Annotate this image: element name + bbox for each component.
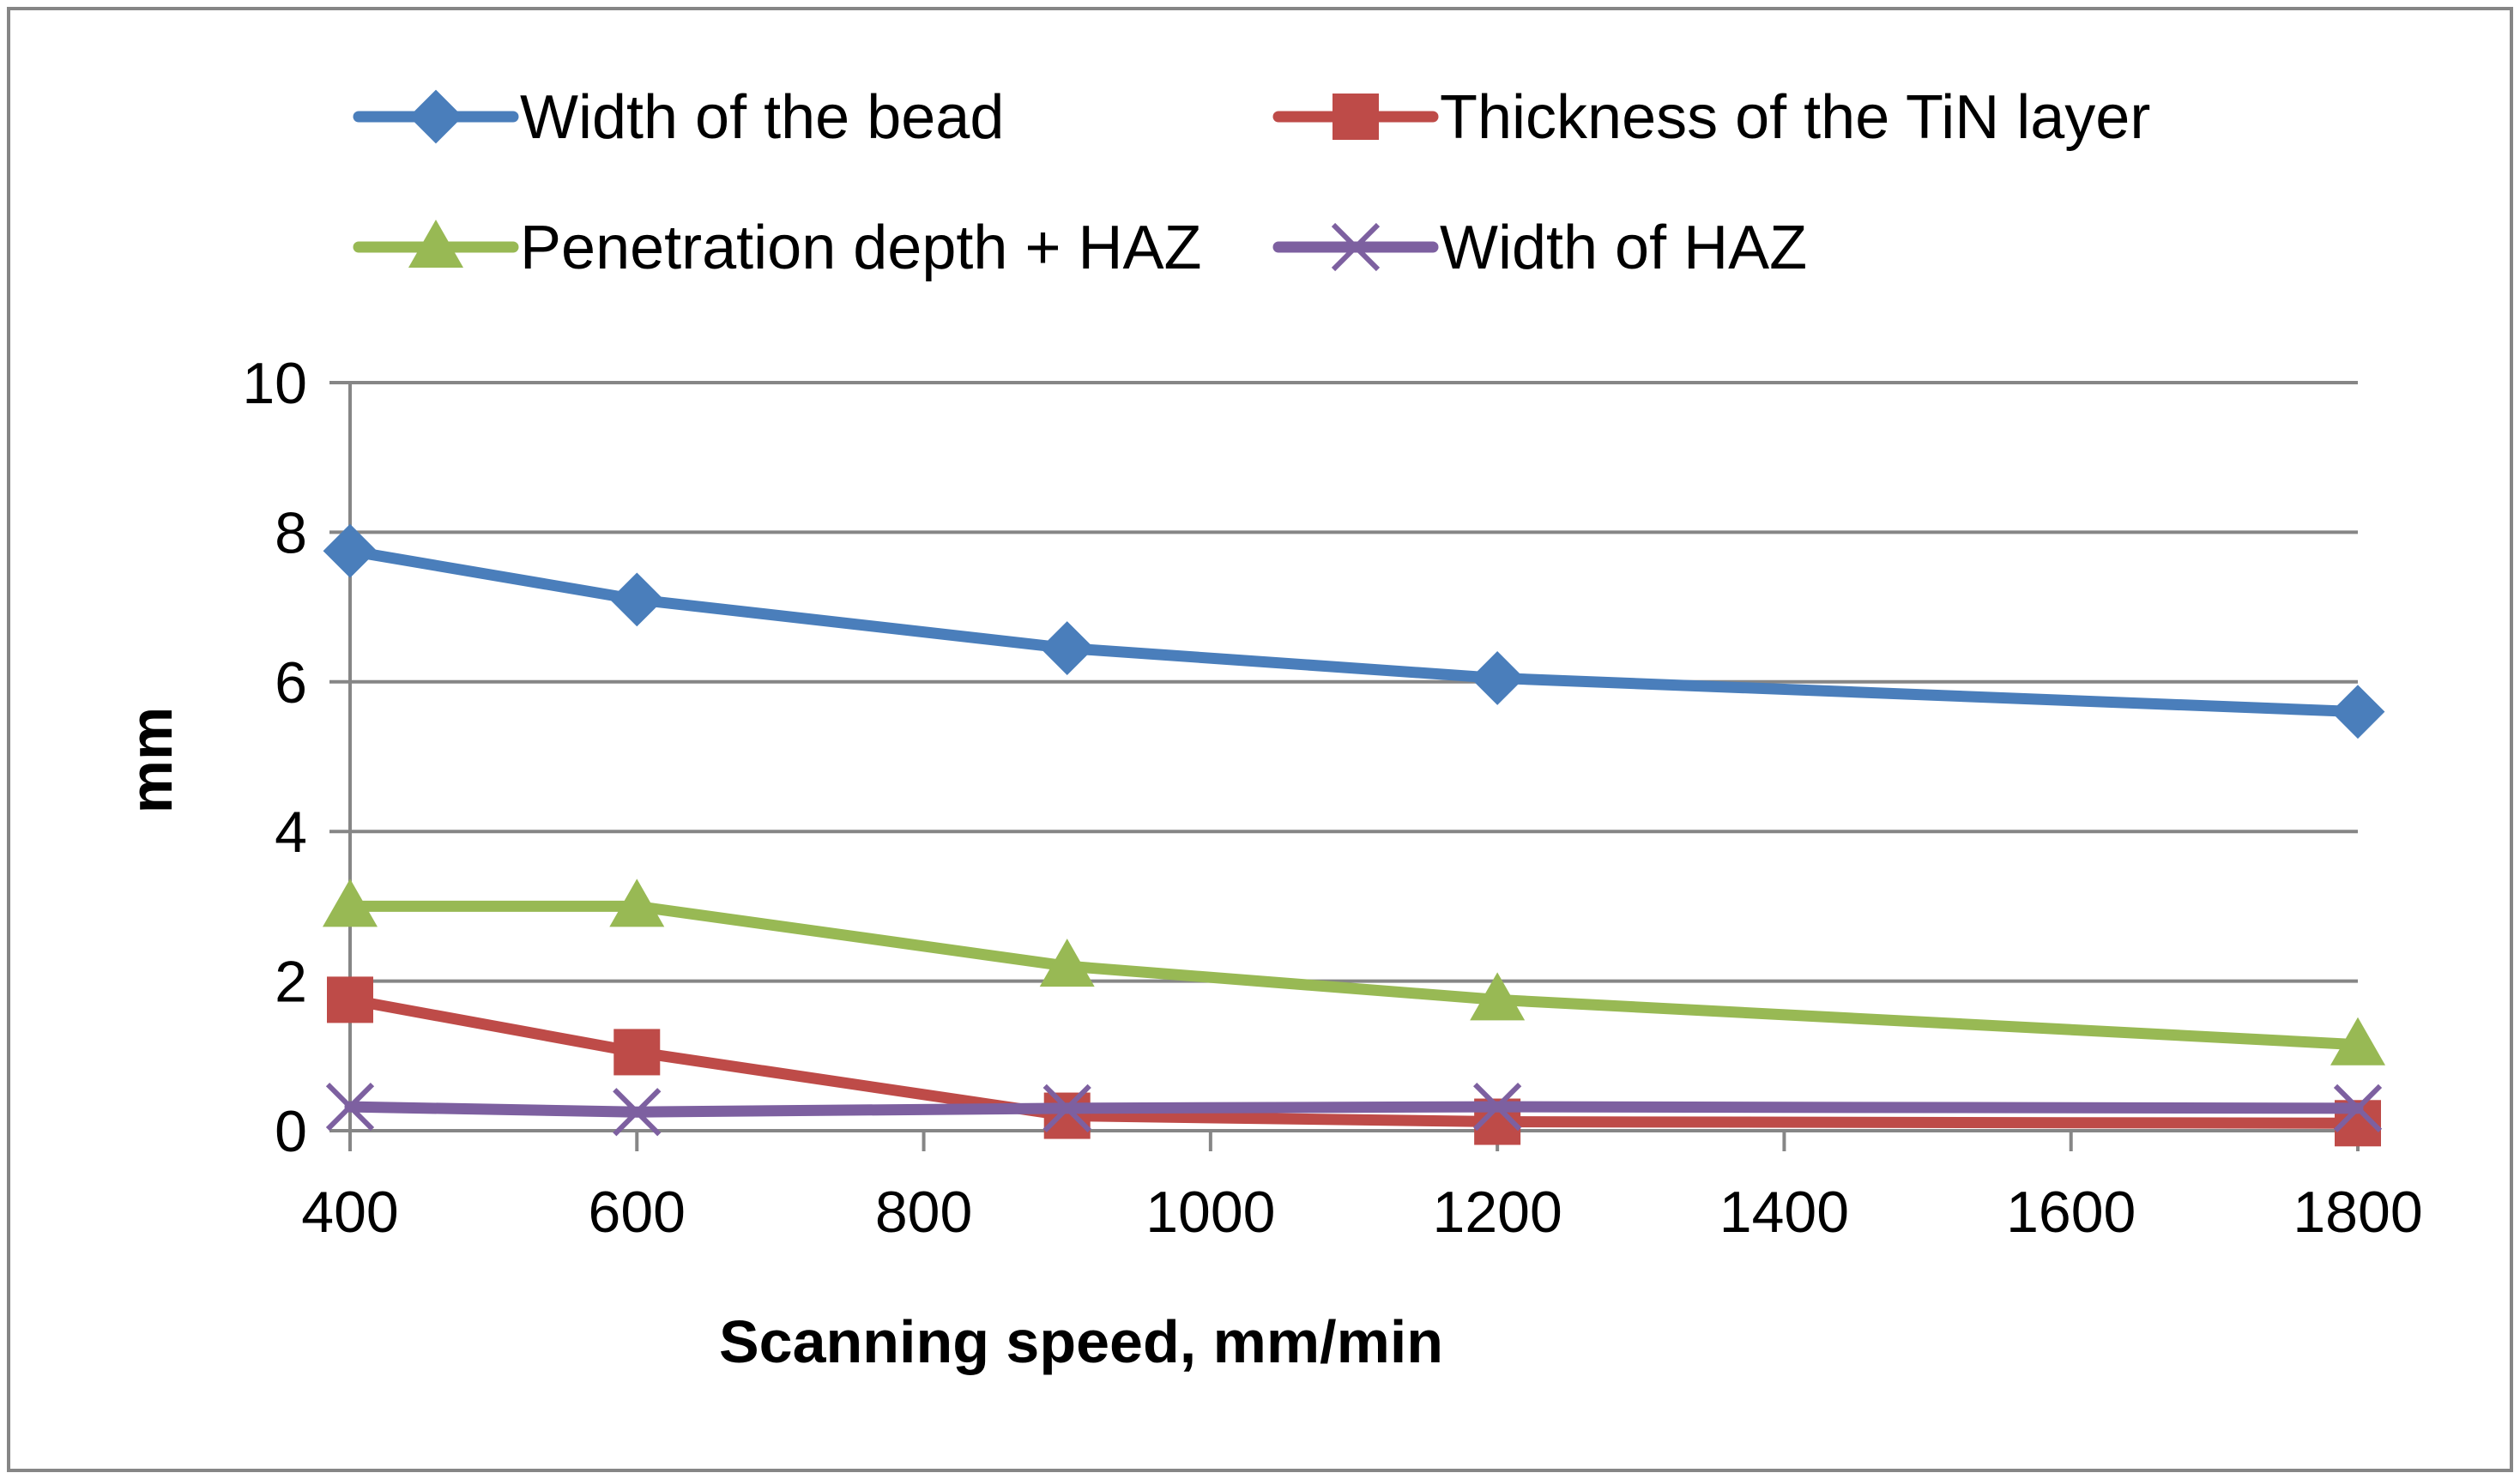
data-point — [1470, 972, 1526, 1021]
data-point — [1470, 651, 1525, 705]
data-point — [2330, 685, 2385, 740]
data-point — [323, 523, 378, 578]
data-point — [323, 878, 378, 927]
x-tick-label: 1200 — [1433, 1180, 1562, 1245]
chart-border — [7, 7, 2513, 1472]
x-axis-title: Scanning speed, mm/min — [719, 1308, 1443, 1375]
y-tick-label: 8 — [275, 500, 307, 565]
y-axis-title: mm — [118, 707, 184, 813]
gridlines — [350, 381, 2358, 983]
legend-marker — [1333, 94, 1379, 140]
legend-item-0: Width of the bead — [353, 83, 1004, 152]
series-0 — [323, 523, 2385, 740]
x-tick-label: 1000 — [1145, 1180, 1275, 1245]
data-point — [613, 1088, 662, 1137]
data-point — [2330, 1017, 2385, 1065]
legend-marker — [1331, 222, 1381, 272]
legend-item-2: Penetration depth + HAZ — [353, 214, 1202, 282]
legend-marker — [408, 89, 463, 144]
legend-label: Penetration depth + HAZ — [520, 214, 1202, 282]
data-point — [325, 1082, 375, 1132]
series-3 — [325, 1082, 2383, 1137]
data-point — [609, 878, 665, 927]
y-tick-label: 2 — [275, 950, 307, 1015]
data-point — [327, 976, 373, 1023]
x-tick-label: 800 — [875, 1180, 972, 1245]
legend-label: Thickness of the TiN layer — [1440, 83, 2150, 152]
data-point — [1042, 1084, 1091, 1132]
legend: Width of the bead Thickness of the TiN la… — [353, 83, 2150, 282]
data-point — [1473, 1082, 1522, 1132]
data-point — [1040, 621, 1095, 675]
series-line — [344, 1101, 2364, 1118]
series-layer — [323, 523, 2385, 1147]
x-tick-label: 600 — [589, 1180, 686, 1245]
data-point — [1043, 1092, 1091, 1139]
x-tick-label: 1600 — [2006, 1180, 2136, 1245]
y-tick-label: 0 — [275, 1099, 307, 1164]
y-tick-label: 4 — [275, 800, 307, 865]
legend-label: Width of the bead — [520, 83, 1004, 152]
data-point — [1039, 939, 1095, 987]
data-point — [2333, 1084, 2383, 1132]
data-point — [613, 1029, 661, 1076]
x-tick-label: 1800 — [2293, 1180, 2422, 1245]
series-2 — [323, 878, 2385, 1065]
y-tick-label: 10 — [242, 351, 307, 416]
y-tick-label: 6 — [275, 650, 307, 715]
axes: 0 2 4 6 8 10 400 600 800 1000 1200 1400 1600 1800 — [242, 351, 2422, 1245]
legend-label: Width of HAZ — [1440, 214, 1807, 282]
legend-marker — [408, 220, 463, 268]
legend-item-1: Thickness of the TiN layer — [1272, 83, 2150, 152]
x-tick-label: 1400 — [1719, 1180, 1849, 1245]
data-point — [609, 572, 664, 627]
legend-item-3: Width of HAZ — [1272, 214, 1807, 282]
x-tick-label: 400 — [301, 1180, 398, 1245]
